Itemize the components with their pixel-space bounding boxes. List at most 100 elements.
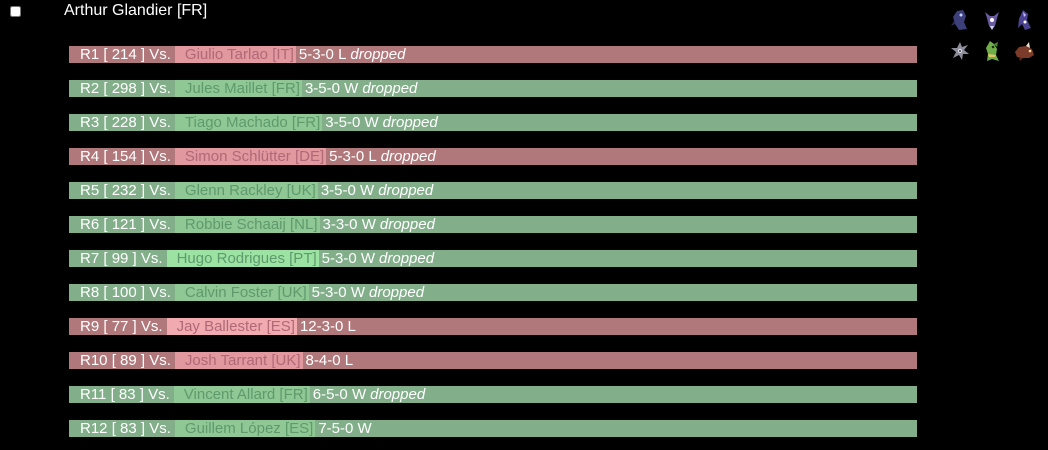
- dropped-label: dropped: [379, 250, 435, 267]
- opponent-name[interactable]: Glenn Rackley [UK]: [174, 182, 318, 199]
- team-member-2-icon: [976, 4, 1008, 35]
- record-value: 5-3-0: [311, 284, 347, 301]
- match-record: 5-3-0 L: [296, 46, 347, 63]
- match-result: W: [351, 386, 367, 403]
- dropped-label: dropped: [369, 284, 425, 301]
- versus-label: Vs.: [140, 318, 163, 335]
- opponent-name[interactable]: Tiago Machado [FR]: [174, 114, 323, 131]
- dropped-label: dropped: [379, 216, 435, 233]
- match-result: W: [344, 80, 359, 97]
- match-result: L: [368, 148, 377, 165]
- opponent-score: [ 232 ]: [103, 182, 146, 199]
- opponent-name[interactable]: Guillem López [ES]: [174, 420, 316, 437]
- round-number: R5: [80, 182, 100, 199]
- round-number: R12: [80, 420, 108, 437]
- round-label: R5 [ 232 ] Vs.: [69, 182, 175, 199]
- record-value: 3-5-0: [320, 182, 356, 199]
- team-member-5-icon: [976, 35, 1008, 66]
- team-member-4-icon: [944, 35, 976, 66]
- round-label: R7 [ 99 ] Vs.: [69, 250, 167, 267]
- opponent-score: [ 121 ]: [103, 216, 146, 233]
- match-record: 5-3-0 W: [309, 284, 365, 301]
- opponent-name[interactable]: Hugo Rodrigues [PT]: [166, 250, 319, 267]
- round-label: R6 [ 121 ] Vs.: [69, 216, 175, 233]
- round-row: R9 [ 77 ] Vs. Jay Ballester [ES] 12-3-0 L: [69, 318, 917, 335]
- round-row: R10 [ 89 ] Vs. Josh Tarrant [UK] 8-4-0 L: [69, 352, 917, 369]
- match-record: 12-3-0 L: [297, 318, 356, 335]
- opponent-score: [ 99 ]: [103, 250, 137, 267]
- opponent-name[interactable]: Josh Tarrant [UK]: [174, 352, 303, 369]
- round-number: R1: [80, 46, 100, 63]
- opponent-score: [ 89 ]: [111, 352, 146, 369]
- round-label: R12 [ 83 ] Vs.: [69, 420, 175, 437]
- round-number: R9: [80, 318, 100, 335]
- record-value: 5-3-0: [298, 46, 334, 63]
- versus-label: Vs.: [149, 284, 171, 301]
- round-label: R9 [ 77 ] Vs.: [69, 318, 167, 335]
- match-record: 3-5-0 W: [322, 114, 378, 131]
- match-record: 8-4-0 L: [303, 352, 354, 369]
- opponent-name[interactable]: Jules Maillet [FR]: [174, 80, 302, 97]
- record-value: 5-3-0: [321, 250, 357, 267]
- round-row: R6 [ 121 ] Vs. Robbie Schaaij [NL] 3-3-0 W…: [69, 216, 917, 233]
- record-value: 8-4-0: [305, 352, 341, 369]
- record-value: 6-5-0: [312, 386, 348, 403]
- dropped-label: dropped: [380, 148, 436, 165]
- record-value: 5-3-0: [329, 148, 365, 165]
- versus-label: Vs.: [149, 114, 171, 131]
- match-result: L: [344, 352, 354, 369]
- round-number: R3: [80, 114, 100, 131]
- versus-label: Vs.: [149, 352, 171, 369]
- match-result: W: [360, 182, 375, 199]
- round-label: R8 [ 100 ] Vs.: [69, 284, 175, 301]
- record-value: 3-3-0: [322, 216, 358, 233]
- round-number: R4: [80, 148, 100, 165]
- record-value: 12-3-0: [299, 318, 344, 335]
- versus-label: Vs.: [149, 80, 171, 97]
- team-member-6-icon: [1008, 35, 1040, 66]
- opponent-score: [ 298 ]: [103, 80, 146, 97]
- record-value: 7-5-0: [318, 420, 354, 437]
- opponent-score: [ 77 ]: [103, 318, 137, 335]
- round-label: R1 [ 214 ] Vs.: [69, 46, 175, 63]
- round-label: R10 [ 89 ] Vs.: [69, 352, 175, 369]
- round-number: R8: [80, 284, 100, 301]
- opponent-score: [ 228 ]: [103, 114, 146, 131]
- round-number: R11: [80, 386, 107, 403]
- opponent-name[interactable]: Vincent Allard [FR]: [173, 386, 310, 403]
- dropped-label: dropped: [370, 386, 426, 403]
- match-record: 3-5-0 W: [318, 182, 374, 199]
- dropped-label: dropped: [382, 114, 438, 131]
- opponent-score: [ 214 ]: [103, 46, 146, 63]
- opponent-name[interactable]: Simon Schlütter [DE]: [174, 148, 327, 165]
- opponent-name[interactable]: Jay Ballester [ES]: [166, 318, 297, 335]
- match-record: 7-5-0 W: [315, 420, 371, 437]
- versus-label: Vs.: [149, 420, 171, 437]
- record-value: 3-5-0: [304, 80, 340, 97]
- opponent-score: [ 100 ]: [103, 284, 146, 301]
- round-label: R3 [ 228 ] Vs.: [69, 114, 175, 131]
- team-sprites: [944, 4, 1040, 66]
- versus-label: Vs.: [149, 182, 171, 199]
- team-member-3-icon: [1008, 4, 1040, 35]
- versus-label: Vs.: [149, 46, 171, 63]
- match-result: L: [338, 46, 347, 63]
- opponent-name[interactable]: Robbie Schaaij [NL]: [174, 216, 320, 233]
- dropped-label: dropped: [362, 80, 418, 97]
- opponent-name[interactable]: Calvin Foster [UK]: [174, 284, 309, 301]
- player-select-checkbox[interactable]: [10, 6, 21, 17]
- match-record: 3-5-0 W: [302, 80, 358, 97]
- versus-label: Vs.: [149, 148, 171, 165]
- opponent-name[interactable]: Giulio Tarlao [IT]: [174, 46, 296, 63]
- record-value: 3-5-0: [325, 114, 361, 131]
- match-result: W: [360, 250, 376, 267]
- match-record: 6-5-0 W: [310, 386, 366, 403]
- opponent-score: [ 83 ]: [111, 420, 146, 437]
